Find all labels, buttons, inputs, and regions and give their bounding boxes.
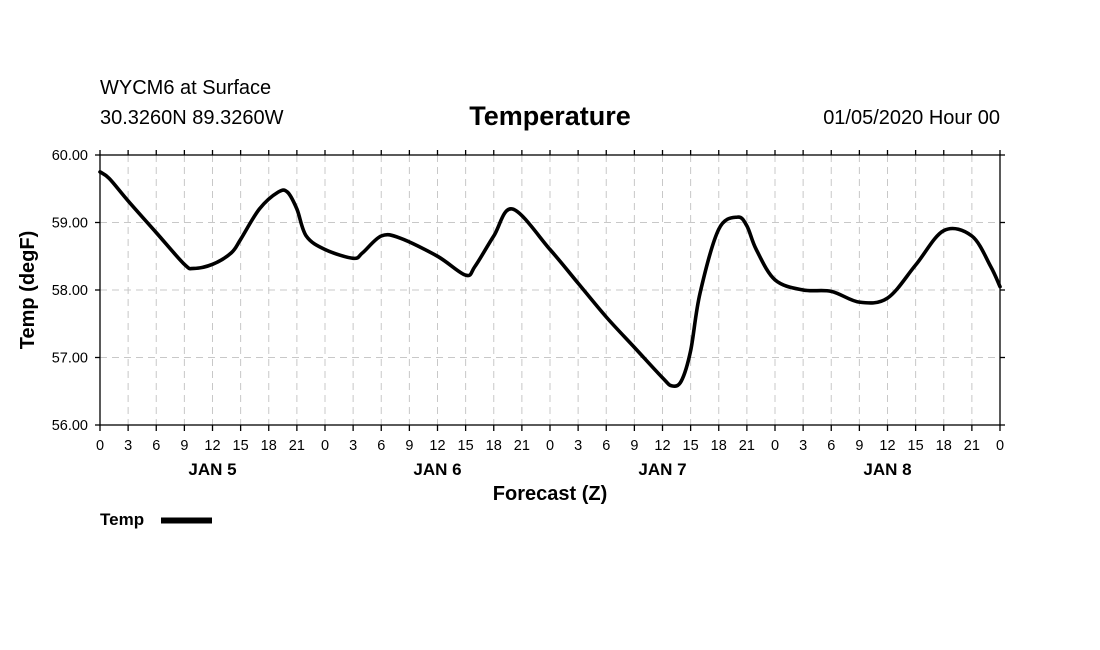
x-tick-label: 21 (739, 438, 755, 454)
init-time-label: 01/05/2020 Hour 00 (823, 107, 1000, 129)
x-tick-label: 18 (936, 438, 952, 454)
x-tick-label: 3 (349, 438, 357, 454)
x-tick-label: 15 (233, 438, 249, 454)
y-tick-label: 59.00 (52, 216, 88, 232)
legend: Temp (100, 510, 212, 529)
x-tick-label: 12 (204, 438, 220, 454)
y-tick-label: 56.00 (52, 418, 88, 434)
x-tick-label: 15 (908, 438, 924, 454)
x-tick-label: 18 (261, 438, 277, 454)
x-tick-label: 15 (683, 438, 699, 454)
x-tick-label: 6 (827, 438, 835, 454)
x-tick-label: 18 (711, 438, 727, 454)
x-tick-label: 0 (546, 438, 554, 454)
x-tick-label: 21 (289, 438, 305, 454)
day-label: JAN 5 (188, 460, 236, 479)
x-tick-label: 3 (574, 438, 582, 454)
x-tick-label: 18 (486, 438, 502, 454)
location-label: 30.3260N 89.3260W (100, 107, 284, 129)
x-tick-label: 6 (377, 438, 385, 454)
x-tick-label: 3 (124, 438, 132, 454)
x-tick-label: 21 (964, 438, 980, 454)
x-tick-label: 6 (602, 438, 610, 454)
x-tick-label: 6 (152, 438, 160, 454)
x-tick-label: 0 (996, 438, 1004, 454)
x-tick-label: 0 (321, 438, 329, 454)
x-tick-labels: 0 3 6 9 12 15 18 21 0 3 6 9 12 15 18 21 0 3 6 9 12 15 18 21 0 3 6 9… (96, 438, 1004, 454)
y-tick-labels: 56.00 57.00 58.00 59.00 60.00 (52, 148, 88, 434)
x-tick-label: 15 (458, 438, 474, 454)
x-tick-label: 12 (654, 438, 670, 454)
day-label: JAN 6 (413, 460, 461, 479)
grid-lines (100, 155, 1000, 425)
y-tick-label: 60.00 (52, 148, 88, 164)
x-tick-label: 0 (96, 438, 104, 454)
x-tick-label: 12 (879, 438, 895, 454)
station-label: WYCM6 at Surface (100, 77, 271, 99)
axis-ticks (95, 150, 1005, 431)
x-tick-label: 3 (799, 438, 807, 454)
day-label: JAN 8 (863, 460, 911, 479)
series-line-temp (98, 170, 1002, 388)
legend-label-temp: Temp (100, 510, 144, 529)
x-tick-label: 21 (514, 438, 530, 454)
chart-title: Temperature (469, 101, 631, 131)
x-tick-label: 9 (405, 438, 413, 454)
x-tick-label: 9 (630, 438, 638, 454)
x-tick-label: 12 (429, 438, 445, 454)
x-axis-label: Forecast (Z) (493, 483, 607, 505)
day-labels: JAN 5 JAN 6 JAN 7 JAN 8 (188, 460, 911, 479)
x-tick-label: 9 (855, 438, 863, 454)
plot-frame (99, 154, 1001, 426)
day-label: JAN 7 (638, 460, 686, 479)
x-tick-label: 9 (180, 438, 188, 454)
x-tick-label: 0 (771, 438, 779, 454)
y-axis-label: Temp (degF) (17, 231, 39, 350)
y-tick-label: 58.00 (52, 283, 88, 299)
y-tick-label: 57.00 (52, 351, 88, 367)
